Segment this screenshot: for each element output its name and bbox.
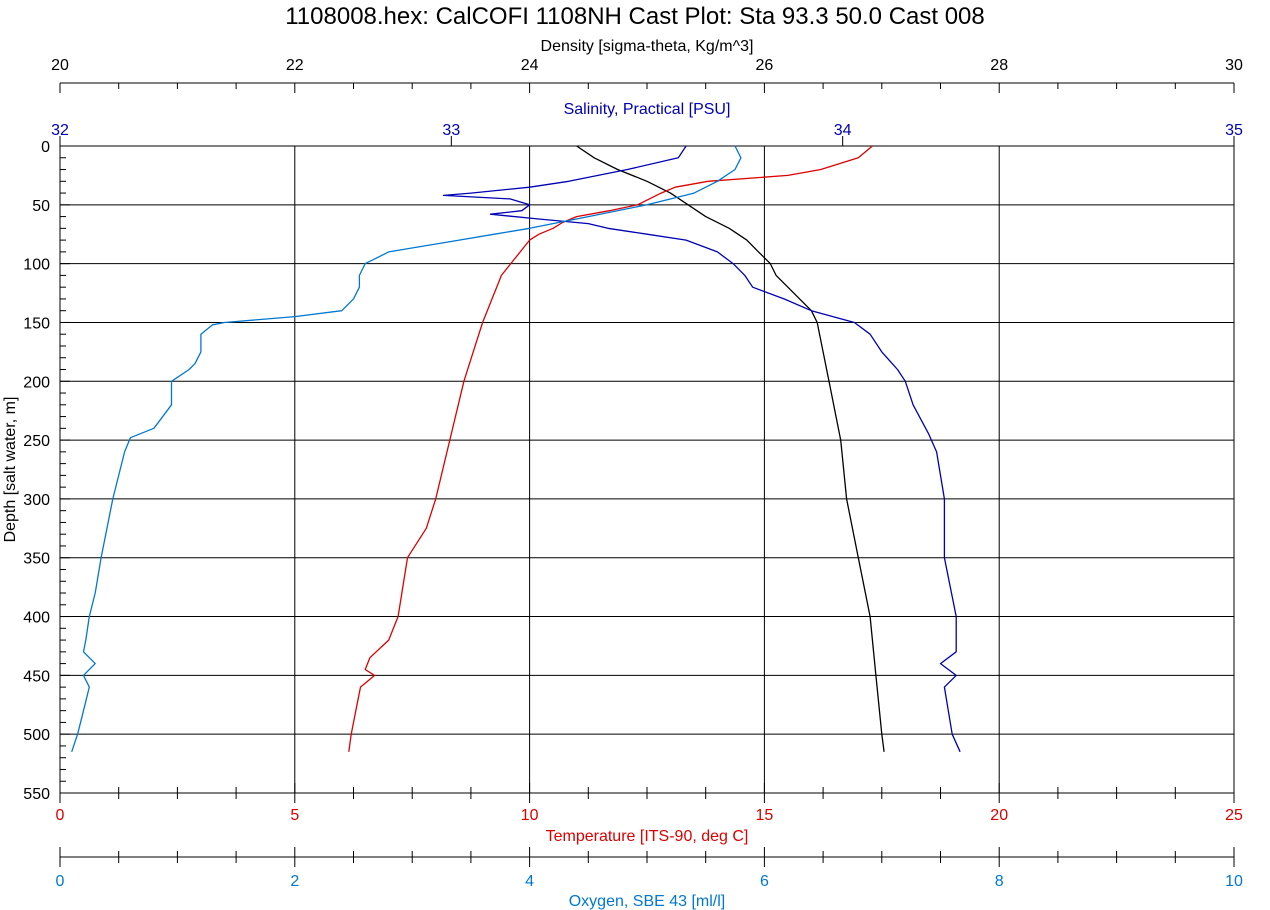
x-tick-label: 0 [56, 873, 65, 890]
x-axis-temperature: 0 5 10 15 20 25 Temperature [ITS-90, deg C] [56, 783, 1243, 845]
y-tick-label: 450 [23, 668, 50, 685]
x-tick-label: 24 [521, 57, 539, 74]
series-lines [71, 145, 961, 753]
x-tick-label: 20 [51, 57, 69, 74]
x-tick-label: 15 [756, 807, 774, 824]
x-tick-label: 4 [525, 873, 534, 890]
y-tick-label: 500 [23, 727, 50, 744]
y-tick-label: 200 [23, 374, 50, 391]
x-tick-label: 10 [521, 807, 539, 824]
y-tick-label: 250 [23, 433, 50, 450]
y-tick-label: 150 [23, 315, 50, 332]
plot-border [59, 145, 1235, 794]
x-tick-label: 26 [756, 57, 774, 74]
x-tick-label: 10 [1225, 873, 1243, 890]
series-line-temperature [348, 145, 873, 752]
x-tick-label: 28 [990, 57, 1008, 74]
x-axis-label-temperature: Temperature [ITS-90, deg C] [546, 828, 749, 845]
x-axis-density: 20 22 24 26 28 30 Density [sigma-theta, Kg/m^3… [51, 38, 1243, 93]
plot-frame [59, 145, 1235, 794]
x-axis-label-salinity: Salinity, Practical [PSU] [564, 101, 731, 118]
y-tick-label: 100 [23, 257, 50, 274]
y-tick-label: 400 [23, 610, 50, 627]
x-axis-label-oxygen: Oxygen, SBE 43 [ml/l] [569, 893, 726, 910]
x-tick-label: 22 [286, 57, 304, 74]
x-tick-label: 25 [1225, 807, 1243, 824]
x-axis-salinity: 32 33 34 35 Salinity, Practical [PSU] [51, 101, 1243, 146]
x-tick-label: 30 [1225, 57, 1243, 74]
x-tick-label: 6 [760, 873, 769, 890]
y-tick-label: 350 [23, 551, 50, 568]
x-tick-label: 35 [1225, 122, 1243, 139]
y-tick-label: 0 [41, 139, 50, 156]
x-tick-label: 20 [990, 807, 1008, 824]
y-tick-label: 50 [32, 198, 50, 215]
x-tick-label: 34 [834, 122, 852, 139]
series-line-oxygen [71, 145, 742, 753]
series-line-density [576, 145, 885, 752]
y-axis-label: Depth [salt water, m] [2, 397, 19, 543]
grid [59, 145, 1235, 794]
y-tick-label: 300 [23, 492, 50, 509]
x-tick-label: 33 [442, 122, 460, 139]
x-tick-label: 8 [995, 873, 1004, 890]
series-line-salinity [442, 145, 961, 753]
x-tick-label: 0 [56, 807, 65, 824]
x-axis-label-density: Density [sigma-theta, Kg/m^3] [541, 38, 754, 55]
x-axis-oxygen: 0 2 4 6 8 10 Oxygen, SBE 43 [ml/l] [56, 847, 1243, 910]
chart-title: 1108008.hex: CalCOFI 1108NH Cast Plot: S… [285, 3, 985, 30]
x-tick-label: 32 [51, 122, 69, 139]
x-tick-label: 2 [290, 873, 299, 890]
y-tick-label: 550 [23, 786, 50, 803]
x-tick-label: 5 [290, 807, 299, 824]
